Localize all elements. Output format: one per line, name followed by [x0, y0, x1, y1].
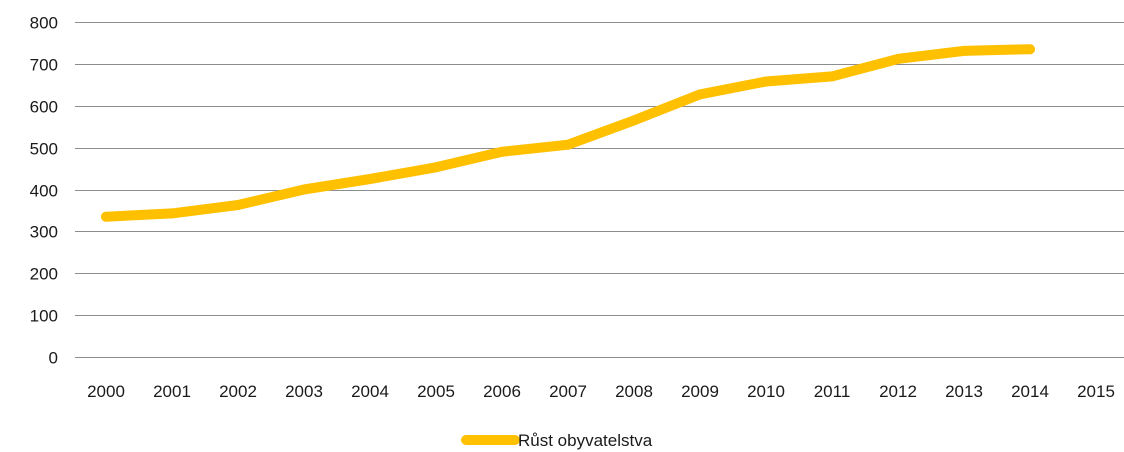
- data-point-2012: [893, 53, 903, 64]
- data-point-2001: [167, 208, 177, 219]
- y-tick-label-200: 200: [30, 265, 58, 284]
- data-point-2000: [101, 211, 111, 222]
- data-point-2008: [629, 115, 639, 126]
- series-line-0: [101, 44, 1035, 222]
- x-tick-label-2013: 2013: [945, 382, 983, 401]
- data-point-2010: [761, 76, 771, 87]
- x-tick-label-2009: 2009: [681, 382, 719, 401]
- x-tick-label-2003: 2003: [285, 382, 323, 401]
- x-axis-tick-labels: 2000 2001 2002 2003 2004 2005 2006 2007 2008 2009…: [87, 382, 1115, 401]
- series-lines: [101, 44, 1035, 222]
- data-point-2011: [827, 71, 837, 82]
- y-tick-label-500: 500: [30, 140, 58, 159]
- data-point-2014: [1025, 44, 1035, 55]
- x-tick-label-2008: 2008: [615, 382, 653, 401]
- data-point-2003: [299, 184, 309, 195]
- data-point-2002: [233, 200, 243, 210]
- x-tick-label-2007: 2007: [549, 382, 587, 401]
- x-tick-label-2005: 2005: [417, 382, 455, 401]
- gridlines: [75, 22, 1124, 358]
- x-tick-label-2015: 2015: [1077, 382, 1115, 401]
- data-point-2005: [431, 162, 441, 173]
- x-tick-label-2011: 2011: [814, 382, 851, 401]
- x-tick-label-2000: 2000: [87, 382, 125, 401]
- data-point-2013: [959, 45, 969, 56]
- legend: Růst obyvatelstva: [461, 431, 653, 450]
- y-tick-label-600: 600: [30, 98, 58, 117]
- x-tick-label-2010: 2010: [747, 382, 785, 401]
- y-tick-label-300: 300: [30, 223, 58, 242]
- x-tick-label-2001: 2001: [153, 382, 191, 401]
- data-point-2006: [497, 146, 507, 157]
- x-tick-label-2006: 2006: [483, 382, 521, 401]
- y-tick-label-700: 700: [30, 56, 58, 75]
- x-tick-label-2002: 2002: [219, 382, 257, 401]
- y-tick-label-400: 400: [30, 182, 58, 201]
- x-tick-label-2012: 2012: [879, 382, 917, 401]
- y-tick-label-0: 0: [49, 349, 58, 368]
- legend-label-0: Růst obyvatelstva: [518, 431, 653, 450]
- data-point-2004: [365, 174, 375, 184]
- y-tick-label-100: 100: [30, 307, 58, 326]
- data-point-2007: [563, 139, 573, 150]
- y-tick-label-800: 800: [30, 14, 58, 33]
- x-tick-label-2014: 2014: [1011, 382, 1049, 401]
- y-axis-tick-labels: 0 100 200 300 400 500 600 700 800: [30, 14, 58, 368]
- data-point-2009: [695, 89, 705, 100]
- x-tick-label-2004: 2004: [351, 382, 389, 401]
